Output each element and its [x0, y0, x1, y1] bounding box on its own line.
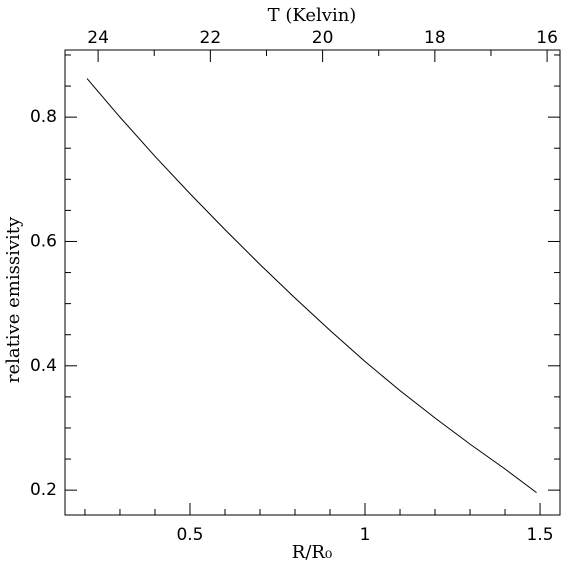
y-tick-label: 0.4 [30, 356, 57, 376]
data-line [86, 78, 537, 494]
x-axis-label: R/R₀ [292, 542, 332, 563]
x-tick-label: 1 [360, 525, 371, 545]
x2-tick-label: 18 [424, 28, 446, 48]
x2-tick-label: 24 [87, 28, 109, 48]
y-tick-label: 0.6 [30, 231, 57, 251]
x-tick-label: 0.5 [176, 525, 203, 545]
y-tick-label: 0.8 [30, 107, 57, 127]
x2-tick-label: 16 [536, 28, 558, 48]
x2-tick-label: 22 [200, 28, 222, 48]
plot-frame [64, 49, 561, 516]
y-axis-label: relative emissivity [3, 216, 24, 383]
x-tick-label: 1.5 [527, 525, 554, 545]
x2-axis-label: T (Kelvin) [268, 5, 357, 26]
x2-tick-label: 20 [312, 28, 334, 48]
y-tick-label: 0.2 [30, 480, 57, 500]
